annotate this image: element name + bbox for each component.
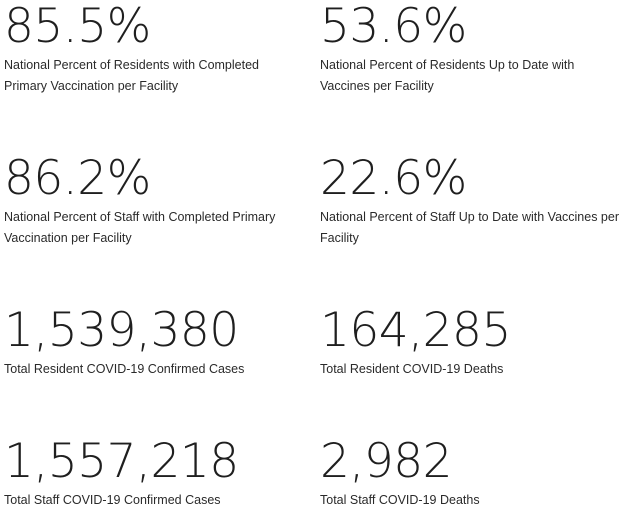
stat-staff-deaths: 2,982 Total Staff COVID-19 Deaths (320, 438, 620, 511)
stat-staff-completed-primary-vaccination: 86.2% National Percent of Staff with Com… (4, 155, 304, 249)
stat-label: National Percent of Staff Up to Date wit… (320, 210, 619, 245)
stat-residents-completed-primary-vaccination: 85.5% National Percent of Residents with… (4, 3, 304, 97)
stat-value: 1,557,218 (4, 434, 239, 489)
stat-label: Total Resident COVID-19 Deaths (320, 362, 504, 376)
stat-value: 2,982 (320, 434, 453, 489)
stat-label: Total Staff COVID-19 Confirmed Cases (4, 493, 221, 507)
stat-label: National Percent of Residents with Compl… (4, 58, 259, 93)
stat-resident-deaths: 164,285 Total Resident COVID-19 Deaths (320, 307, 620, 380)
stat-staff-up-to-date-vaccines: 22.6% National Percent of Staff Up to Da… (320, 155, 624, 249)
stat-label: National Percent of Residents Up to Date… (320, 58, 575, 93)
stat-label: Total Resident COVID-19 Confirmed Cases (4, 362, 245, 376)
stat-value: 164,285 (320, 303, 511, 358)
stat-value: 86.2% (4, 151, 151, 206)
stat-label: National Percent of Staff with Completed… (4, 210, 276, 245)
stat-value: 1,539,380 (4, 303, 239, 358)
stat-label: Total Staff COVID-19 Deaths (320, 493, 480, 507)
stat-staff-confirmed-cases: 1,557,218 Total Staff COVID-19 Confirmed… (4, 438, 304, 511)
stat-residents-up-to-date-vaccines: 53.6% National Percent of Residents Up t… (320, 3, 620, 97)
stat-value: 53.6% (320, 0, 467, 54)
stat-value: 22.6% (320, 151, 467, 206)
stat-value: 85.5% (4, 0, 151, 54)
stat-resident-confirmed-cases: 1,539,380 Total Resident COVID-19 Confir… (4, 307, 304, 380)
